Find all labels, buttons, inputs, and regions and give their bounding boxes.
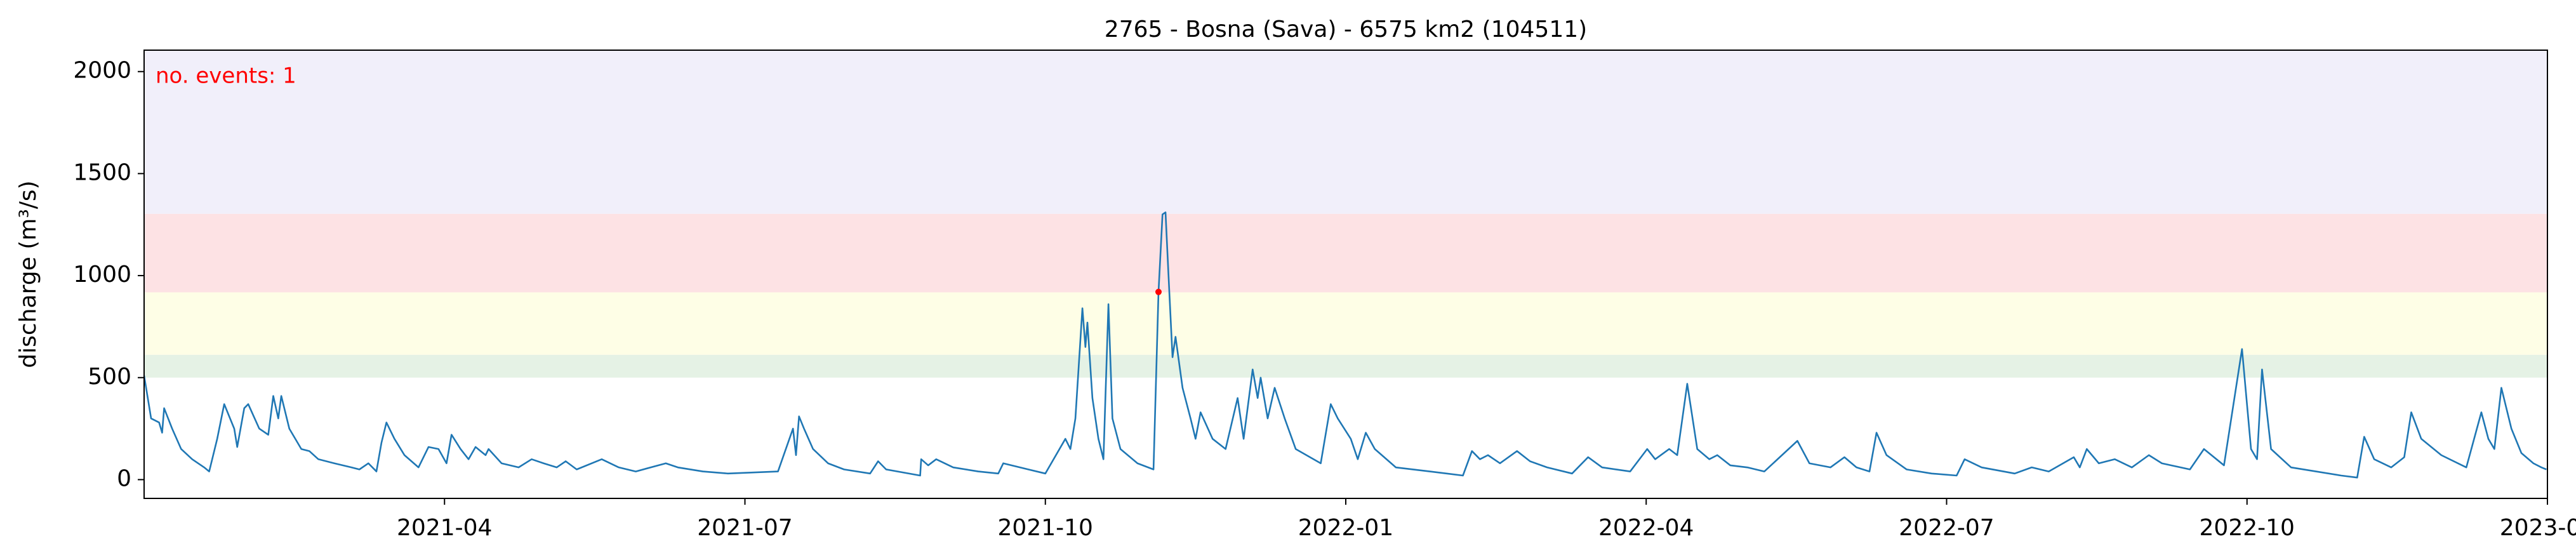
y-tick-label: 500 xyxy=(88,364,131,390)
chart-title: 2765 - Bosna (Sava) - 6575 km2 (104511) xyxy=(1105,17,1587,43)
x-tick-label: 2021-04 xyxy=(397,515,492,541)
event-marker xyxy=(1155,288,1162,295)
x-tick-label: 2021-07 xyxy=(697,515,792,541)
x-tick-label: 2021-10 xyxy=(998,515,1093,541)
plot-frame xyxy=(143,50,2548,499)
x-tick-label: 2022-04 xyxy=(1598,515,1694,541)
discharge-line xyxy=(143,211,2547,479)
threshold-band xyxy=(144,50,2547,214)
x-tick-label: 2022-01 xyxy=(1298,515,1393,541)
event-count-annotation: no. events: 1 xyxy=(156,63,296,89)
threshold-band xyxy=(144,292,2547,355)
x-tick-label: 2023-01 xyxy=(2500,515,2576,541)
y-tick-label: 0 xyxy=(117,465,131,491)
y-tick-label: 1500 xyxy=(73,159,131,185)
y-axis-label: discharge (m³/s) xyxy=(15,180,41,368)
y-tick-label: 1000 xyxy=(73,262,131,288)
x-tick-label: 2022-10 xyxy=(2200,515,2295,541)
y-tick-label: 2000 xyxy=(73,58,131,84)
x-tick-label: 2022-07 xyxy=(1899,515,1994,541)
threshold-band xyxy=(144,354,2547,378)
threshold-band xyxy=(144,213,2547,293)
